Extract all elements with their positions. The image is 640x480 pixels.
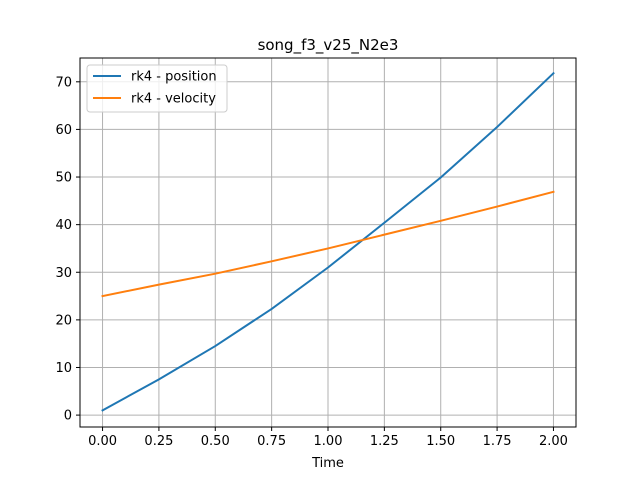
legend-label: rk4 - position	[131, 70, 217, 85]
y-tick-label: 70	[55, 75, 72, 90]
x-tick-label: 0.00	[88, 434, 117, 449]
grid	[80, 58, 576, 427]
y-tick-label: 20	[55, 313, 72, 328]
y-tick-label: 10	[55, 361, 72, 376]
x-tick-label: 0.25	[144, 434, 173, 449]
legend-box	[86, 64, 228, 113]
x-tick-label: 1.50	[426, 434, 455, 449]
series-line-rk4-velocity	[101, 190, 555, 298]
series-layer	[101, 71, 555, 412]
legend: rk4 - position rk4 - velocity	[86, 64, 228, 113]
x-axis: 0.00 0.25 0.50 0.75 1.00 1.25 1.50 1.75 2.00	[88, 427, 568, 449]
y-tick-label: 30	[55, 266, 72, 281]
x-tick-label: 0.75	[257, 434, 286, 449]
x-tick-label: 0.50	[201, 434, 230, 449]
chart-title: song_f3_v25_N2e3	[258, 36, 399, 55]
x-tick-label: 1.00	[314, 434, 343, 449]
legend-label: rk4 - velocity	[131, 92, 216, 107]
x-axis-label: Time	[311, 456, 344, 471]
series-line-rk4-position	[101, 71, 555, 412]
y-tick-label: 50	[55, 171, 72, 186]
y-tick-label: 40	[55, 218, 72, 233]
y-axis: 0 10 20 30 40 50 60 70	[55, 75, 80, 424]
x-tick-label: 2.00	[539, 434, 568, 449]
y-tick-label: 60	[55, 123, 72, 138]
x-tick-label: 1.75	[483, 434, 512, 449]
y-tick-label: 0	[64, 409, 72, 424]
x-tick-label: 1.25	[370, 434, 399, 449]
